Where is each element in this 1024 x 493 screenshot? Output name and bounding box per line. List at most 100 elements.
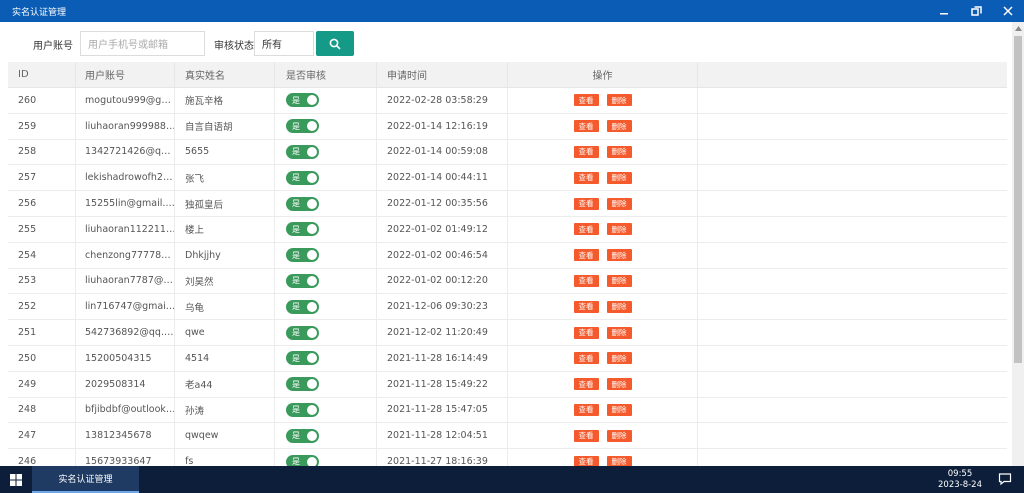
view-button[interactable]: 查看 bbox=[573, 274, 599, 287]
cell-apply-time: 2022-01-02 00:12:20 bbox=[377, 268, 508, 294]
view-button[interactable]: 查看 bbox=[573, 249, 599, 262]
reviewed-toggle[interactable]: 是 bbox=[286, 196, 319, 211]
table-row: 249 2029508314 老a44 是 2021-11-28 15:49:22 查看删… bbox=[8, 371, 1007, 398]
view-button[interactable]: 查看 bbox=[573, 403, 599, 416]
view-button[interactable]: 查看 bbox=[573, 120, 599, 133]
cell-filler bbox=[698, 372, 1007, 397]
delete-button[interactable]: 删除 bbox=[606, 455, 632, 466]
view-button[interactable]: 查看 bbox=[573, 300, 599, 313]
reviewed-toggle[interactable]: 是 bbox=[286, 454, 319, 466]
reviewed-toggle[interactable]: 是 bbox=[286, 325, 319, 340]
view-button[interactable]: 查看 bbox=[573, 197, 599, 210]
cell-apply-time: 2022-01-02 01:49:12 bbox=[377, 216, 508, 242]
reviewed-toggle[interactable]: 是 bbox=[286, 273, 319, 288]
delete-button[interactable]: 删除 bbox=[606, 403, 632, 416]
cell-ops: 查看 删除 bbox=[508, 397, 698, 423]
cell-ops: 查看 删除 bbox=[508, 345, 698, 371]
cell-filler bbox=[698, 88, 1007, 113]
table-row: 260 mogutou999@g… 施瓦辛格 是 2022-02-28 03:58:29… bbox=[8, 88, 1007, 114]
table-row: 246 15673933647 fs 是 2021-11-27 18:16:39 查看 删除 bbox=[8, 449, 1007, 466]
cell-id: 260 bbox=[8, 88, 76, 113]
table-body: 260 mogutou999@g… 施瓦辛格是 2022-02-28 03:58:29… bbox=[8, 88, 1007, 466]
cell-ops: 查看 删除 bbox=[508, 113, 698, 139]
reviewed-toggle[interactable]: 是 bbox=[286, 119, 319, 134]
reviewed-toggle[interactable]: 是 bbox=[286, 222, 319, 237]
cell-id: 252 bbox=[8, 294, 76, 320]
delete-button[interactable]: 删除 bbox=[606, 223, 632, 236]
delete-button[interactable]: 删除 bbox=[606, 145, 632, 158]
cell-reviewed: 是 bbox=[275, 423, 377, 449]
cell-apply-time: 2022-01-14 12:16:19 bbox=[377, 113, 508, 139]
delete-button[interactable]: 删除 bbox=[606, 429, 632, 442]
account-search-input[interactable]: 用户手机号或邮箱 bbox=[80, 31, 205, 56]
delete-button[interactable]: 删除 bbox=[606, 197, 632, 210]
cell-ops: 查看 删除 bbox=[508, 449, 698, 466]
view-button[interactable]: 查看 bbox=[573, 145, 599, 158]
cell-account: 15255lin@gmail.… bbox=[76, 191, 175, 216]
reviewed-toggle[interactable]: 是 bbox=[286, 377, 319, 392]
cell-apply-time: 2021-11-28 16:14:49 bbox=[377, 345, 508, 371]
taskbar-clock[interactable]: 09:55 2023-8-24 bbox=[938, 469, 982, 491]
cell-apply-time: 2022-01-14 00:44:11 bbox=[377, 165, 508, 191]
scrollbar-thumb[interactable] bbox=[1014, 36, 1022, 363]
status-select[interactable]: 所有 bbox=[254, 31, 314, 56]
cell-reviewed: 是 bbox=[275, 191, 377, 216]
cell-reviewed: 是 bbox=[275, 139, 377, 165]
view-button[interactable]: 查看 bbox=[573, 378, 599, 391]
cell-reviewed: 是 bbox=[275, 397, 377, 423]
delete-button[interactable]: 删除 bbox=[606, 300, 632, 313]
notification-button[interactable] bbox=[998, 472, 1012, 489]
vertical-scrollbar[interactable] bbox=[1012, 22, 1024, 466]
cell-account: lekishadrowofh2… bbox=[76, 165, 175, 191]
delete-button[interactable]: 删除 bbox=[606, 120, 632, 133]
view-button[interactable]: 查看 bbox=[573, 223, 599, 236]
view-button[interactable]: 查看 bbox=[573, 455, 599, 466]
delete-button[interactable]: 删除 bbox=[606, 249, 632, 262]
header-filler bbox=[698, 62, 1007, 88]
minimize-button[interactable] bbox=[928, 0, 960, 22]
cell-real-name: 刘昊然 bbox=[175, 268, 275, 294]
delete-button[interactable]: 删除 bbox=[606, 352, 632, 365]
reviewed-toggle[interactable]: 是 bbox=[286, 402, 319, 417]
reviewed-toggle[interactable]: 是 bbox=[286, 248, 319, 263]
reviewed-toggle[interactable]: 是 bbox=[286, 351, 319, 366]
reviewed-toggle[interactable]: 是 bbox=[286, 93, 319, 108]
reviewed-toggle[interactable]: 是 bbox=[286, 170, 319, 185]
cell-apply-time: 2021-12-06 09:30:23 bbox=[377, 294, 508, 320]
header-apply-time: 申请时间 bbox=[377, 61, 508, 88]
cell-reviewed: 是 bbox=[275, 294, 377, 320]
view-button[interactable]: 查看 bbox=[573, 94, 599, 107]
delete-button[interactable]: 删除 bbox=[606, 171, 632, 184]
cell-filler bbox=[698, 423, 1007, 448]
cell-filler bbox=[698, 243, 1007, 268]
delete-button[interactable]: 删除 bbox=[606, 274, 632, 287]
reviewed-toggle[interactable]: 是 bbox=[286, 428, 319, 443]
view-button[interactable]: 查看 bbox=[573, 171, 599, 184]
close-button[interactable] bbox=[992, 0, 1024, 22]
search-icon bbox=[329, 38, 341, 50]
delete-button[interactable]: 删除 bbox=[606, 378, 632, 391]
cell-filler bbox=[698, 346, 1007, 371]
toggle-label: 是 bbox=[292, 379, 300, 389]
cell-real-name: 独孤皇后 bbox=[175, 191, 275, 216]
cell-reviewed: 是 bbox=[275, 320, 377, 345]
search-button[interactable] bbox=[316, 31, 354, 56]
view-button[interactable]: 查看 bbox=[573, 326, 599, 339]
taskbar-item-active[interactable]: 实名认证管理 bbox=[32, 466, 139, 493]
scroll-up-arrow[interactable] bbox=[1012, 22, 1024, 34]
toggle-knob bbox=[307, 456, 317, 466]
cell-reviewed: 是 bbox=[275, 242, 377, 268]
close-icon bbox=[1003, 6, 1013, 16]
restore-button[interactable] bbox=[960, 0, 992, 22]
view-button[interactable]: 查看 bbox=[573, 429, 599, 442]
cell-real-name: Dhkjjhy bbox=[175, 242, 275, 268]
delete-button[interactable]: 删除 bbox=[606, 326, 632, 339]
delete-button[interactable]: 删除 bbox=[606, 94, 632, 107]
taskbar: 实名认证管理 09:55 2023-8-24 bbox=[0, 466, 1024, 493]
cell-filler bbox=[698, 140, 1007, 165]
toggle-label: 是 bbox=[292, 121, 300, 131]
reviewed-toggle[interactable]: 是 bbox=[286, 299, 319, 314]
reviewed-toggle[interactable]: 是 bbox=[286, 144, 319, 159]
start-button[interactable] bbox=[0, 466, 32, 493]
view-button[interactable]: 查看 bbox=[573, 352, 599, 365]
